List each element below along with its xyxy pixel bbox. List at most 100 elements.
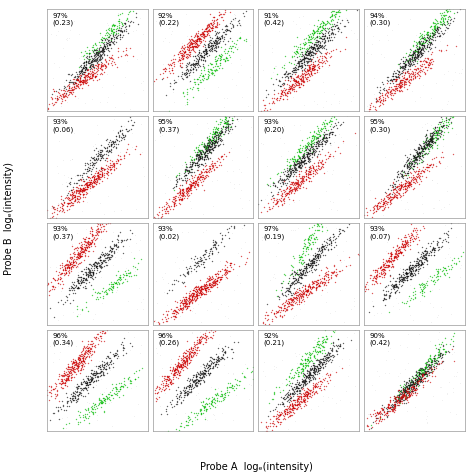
Point — [304, 238, 312, 246]
Point — [315, 282, 323, 290]
Point — [77, 365, 84, 372]
Point — [82, 372, 90, 379]
Point — [168, 184, 176, 191]
Point — [418, 46, 425, 53]
Point — [295, 253, 303, 261]
Point — [188, 172, 195, 179]
Point — [309, 388, 316, 395]
Point — [192, 371, 200, 378]
Point — [179, 301, 187, 309]
Point — [166, 70, 173, 77]
Point — [315, 159, 322, 167]
Point — [379, 211, 387, 219]
Point — [119, 273, 127, 280]
Point — [93, 50, 101, 58]
Point — [325, 237, 333, 244]
Point — [157, 222, 164, 229]
Point — [190, 47, 197, 55]
Point — [424, 140, 432, 147]
Point — [109, 394, 117, 402]
Point — [77, 249, 84, 257]
Point — [291, 68, 298, 76]
Point — [385, 85, 393, 93]
Point — [307, 260, 315, 267]
Point — [219, 122, 227, 130]
Point — [414, 377, 421, 384]
Point — [202, 167, 210, 175]
Point — [104, 140, 112, 148]
Point — [90, 64, 98, 71]
Point — [78, 278, 86, 286]
Point — [225, 2, 233, 9]
Point — [201, 71, 209, 78]
Point — [100, 165, 108, 173]
Point — [71, 261, 78, 268]
Point — [217, 257, 224, 264]
Point — [92, 260, 100, 267]
Point — [361, 283, 368, 291]
Point — [274, 292, 282, 300]
Point — [80, 346, 87, 354]
Point — [315, 68, 322, 76]
Point — [287, 60, 294, 67]
Point — [212, 271, 220, 278]
Point — [427, 35, 434, 42]
Point — [185, 414, 193, 421]
Point — [397, 63, 404, 71]
Point — [280, 394, 287, 402]
Point — [307, 406, 314, 413]
Point — [193, 283, 201, 291]
Point — [369, 203, 376, 210]
Point — [379, 202, 386, 210]
Point — [408, 263, 416, 271]
Point — [421, 145, 429, 153]
Point — [171, 364, 178, 372]
Point — [189, 62, 196, 69]
Point — [393, 246, 401, 254]
Point — [420, 374, 428, 382]
Point — [66, 394, 74, 402]
Point — [154, 319, 162, 326]
Point — [391, 251, 399, 258]
Point — [202, 51, 210, 58]
Point — [98, 390, 106, 398]
Point — [296, 292, 304, 300]
Point — [303, 46, 311, 54]
Point — [108, 247, 115, 255]
Point — [72, 183, 80, 191]
Point — [415, 48, 422, 55]
Point — [419, 372, 426, 380]
Point — [423, 135, 431, 142]
Point — [65, 84, 73, 91]
Point — [296, 294, 303, 301]
Point — [322, 27, 330, 35]
Point — [63, 90, 70, 98]
Point — [212, 391, 219, 398]
Point — [300, 374, 308, 382]
Point — [214, 142, 221, 150]
Point — [60, 379, 68, 386]
Point — [326, 351, 333, 359]
Point — [431, 126, 439, 134]
Point — [216, 275, 224, 283]
Point — [73, 277, 81, 284]
Point — [218, 125, 226, 133]
Point — [85, 375, 92, 383]
Point — [421, 64, 429, 71]
Point — [306, 287, 314, 294]
Point — [183, 50, 191, 58]
Point — [377, 269, 384, 277]
Point — [202, 405, 210, 413]
Point — [330, 267, 338, 275]
Point — [420, 167, 428, 174]
Point — [89, 375, 96, 383]
Point — [185, 264, 192, 272]
Point — [309, 147, 316, 155]
Point — [314, 26, 321, 33]
Point — [306, 389, 313, 397]
Point — [80, 377, 88, 385]
Point — [413, 173, 420, 180]
Point — [248, 90, 255, 98]
Point — [293, 157, 301, 164]
Point — [310, 234, 318, 241]
